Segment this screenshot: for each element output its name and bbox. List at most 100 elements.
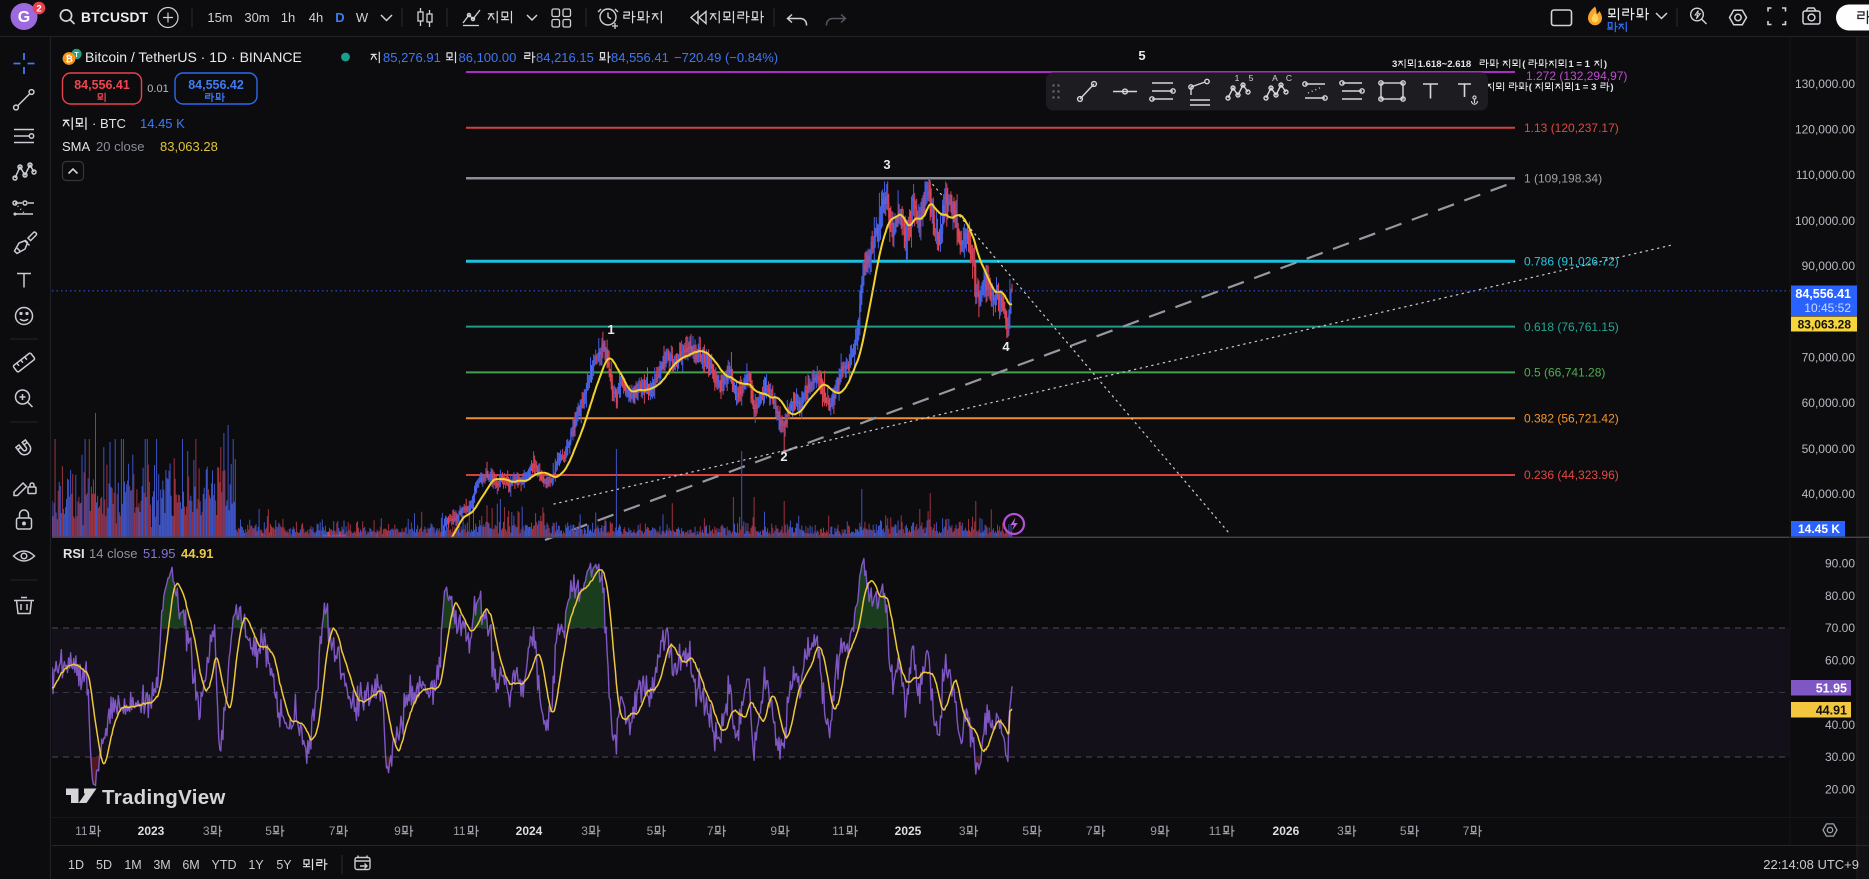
svg-text:6M: 6M <box>182 858 199 872</box>
svg-text:SMA: SMA <box>62 139 91 154</box>
svg-text:90,000.00: 90,000.00 <box>1802 259 1856 273</box>
svg-text:70,000.00: 70,000.00 <box>1802 351 1856 365</box>
svg-text:3: 3 <box>1392 59 1397 70</box>
svg-text:83,063.28: 83,063.28 <box>160 139 218 154</box>
svg-text:Bitcoin / TetherUS · 1D · BINA: Bitcoin / TetherUS · 1D · BINANCE <box>85 49 302 65</box>
svg-text:5D: 5D <box>96 858 112 872</box>
svg-text:84,556.42: 84,556.42 <box>188 78 244 92</box>
svg-text:44.91: 44.91 <box>1816 704 1847 718</box>
svg-text:0.618 (76,761.15): 0.618 (76,761.15) <box>1524 320 1619 334</box>
svg-text:5: 5 <box>265 824 272 838</box>
svg-text:4h: 4h <box>309 10 323 25</box>
svg-text:7: 7 <box>1463 824 1470 838</box>
svg-text:2: 2 <box>780 449 787 464</box>
svg-text:0.786 (91,026.72): 0.786 (91,026.72) <box>1524 255 1619 269</box>
svg-text:11: 11 <box>1209 824 1222 838</box>
svg-text:2024: 2024 <box>516 824 543 838</box>
svg-text:0.01: 0.01 <box>147 83 168 95</box>
svg-text:2023: 2023 <box>138 824 165 838</box>
svg-text:1.272 (132,294,97): 1.272 (132,294,97) <box>1526 69 1627 83</box>
svg-text:YTD: YTD <box>212 858 237 872</box>
svg-text:3: 3 <box>959 824 966 838</box>
svg-text:D: D <box>335 10 344 25</box>
svg-text:3: 3 <box>581 824 588 838</box>
svg-text:14 close: 14 close <box>89 546 137 561</box>
svg-text:11: 11 <box>453 824 466 838</box>
svg-text:40.00: 40.00 <box>1825 718 1855 732</box>
svg-text:7: 7 <box>1086 824 1093 838</box>
svg-text:10:45:52: 10:45:52 <box>1804 301 1851 315</box>
svg-text:14.45 K: 14.45 K <box>140 116 185 131</box>
svg-text:9: 9 <box>770 824 777 838</box>
svg-text:15m: 15m <box>207 10 232 25</box>
svg-text:TradingView: TradingView <box>102 786 226 809</box>
svg-text:30.00: 30.00 <box>1825 750 1855 764</box>
svg-text:110,000.00: 110,000.00 <box>1796 168 1855 182</box>
svg-text:5: 5 <box>1249 73 1254 83</box>
svg-text:2026: 2026 <box>1273 824 1300 838</box>
svg-text:84,556.41: 84,556.41 <box>611 50 669 65</box>
svg-text:3: 3 <box>203 824 210 838</box>
svg-text:60,000.00: 60,000.00 <box>1802 396 1856 410</box>
svg-text:1.618~2.618: 1.618~2.618 <box>1418 59 1472 70</box>
svg-text:70.00: 70.00 <box>1825 621 1855 635</box>
svg-text:3: 3 <box>883 157 890 172</box>
svg-text:5: 5 <box>1138 48 1145 63</box>
svg-text:80.00: 80.00 <box>1825 589 1855 603</box>
svg-text:11: 11 <box>75 824 88 838</box>
svg-text:60.00: 60.00 <box>1825 654 1855 668</box>
svg-text:): ) <box>1604 59 1607 70</box>
svg-text:0.236 (44,323.96): 0.236 (44,323.96) <box>1524 468 1619 482</box>
svg-text:W: W <box>356 10 369 25</box>
svg-text:14.45 K: 14.45 K <box>1798 522 1840 536</box>
svg-text:2: 2 <box>36 3 41 14</box>
svg-text:84,216.15: 84,216.15 <box>536 50 594 65</box>
svg-text:20 close: 20 close <box>96 139 144 154</box>
svg-text:83,063.28: 83,063.28 <box>1798 318 1852 332</box>
svg-text:1: 1 <box>607 322 614 337</box>
svg-text:86,100.00: 86,100.00 <box>459 50 517 65</box>
svg-text:7: 7 <box>707 824 714 838</box>
svg-text:−720.49 (−0.84%): −720.49 (−0.84%) <box>674 50 778 65</box>
svg-text:· BTC: · BTC <box>92 116 126 131</box>
svg-text:T: T <box>74 52 79 59</box>
svg-text:84,556.41: 84,556.41 <box>1795 287 1851 301</box>
svg-text:30m: 30m <box>244 10 269 25</box>
svg-text:50,000.00: 50,000.00 <box>1802 442 1856 456</box>
svg-text:1.13 (120,237.17): 1.13 (120,237.17) <box>1524 121 1619 135</box>
svg-text:0.5 (66,741.28): 0.5 (66,741.28) <box>1524 366 1605 380</box>
svg-text:): ) <box>1610 82 1613 93</box>
svg-text:5: 5 <box>647 824 654 838</box>
svg-text:(: ( <box>1529 82 1533 93</box>
svg-text:11: 11 <box>832 824 845 838</box>
svg-text:9: 9 <box>1150 824 1157 838</box>
svg-text:1h: 1h <box>281 10 295 25</box>
svg-text:5: 5 <box>1400 824 1407 838</box>
svg-text:A: A <box>1272 73 1278 83</box>
svg-text:1 (109,198.34): 1 (109,198.34) <box>1524 171 1602 185</box>
svg-text:(: ( <box>1522 59 1526 70</box>
svg-text:4: 4 <box>1002 339 1010 354</box>
svg-text:5: 5 <box>1022 824 1029 838</box>
svg-text:BTCUSDT: BTCUSDT <box>81 10 149 25</box>
svg-text:90.00: 90.00 <box>1825 557 1855 571</box>
svg-text:100,000.00: 100,000.00 <box>1795 214 1855 228</box>
svg-text:₿: ₿ <box>65 54 72 64</box>
svg-text:5Y: 5Y <box>276 858 292 872</box>
svg-text:RSI: RSI <box>63 546 85 561</box>
svg-text:1D: 1D <box>68 858 84 872</box>
svg-text:1Y: 1Y <box>248 858 264 872</box>
svg-text:44.91: 44.91 <box>181 546 214 561</box>
svg-text:G: G <box>18 9 30 26</box>
svg-text:85,276.91: 85,276.91 <box>383 50 441 65</box>
svg-text:9: 9 <box>394 824 401 838</box>
svg-text:84,556.41: 84,556.41 <box>74 78 130 92</box>
svg-text:C: C <box>1286 73 1292 83</box>
svg-text:7: 7 <box>329 824 336 838</box>
svg-text:1 = 1: 1 = 1 <box>1568 59 1590 70</box>
svg-text:51.95: 51.95 <box>1816 682 1847 696</box>
svg-text:130,000.00: 130,000.00 <box>1795 77 1855 91</box>
svg-text:1: 1 <box>1235 73 1240 83</box>
svg-text:20.00: 20.00 <box>1825 783 1855 797</box>
svg-text:2025: 2025 <box>895 824 922 838</box>
